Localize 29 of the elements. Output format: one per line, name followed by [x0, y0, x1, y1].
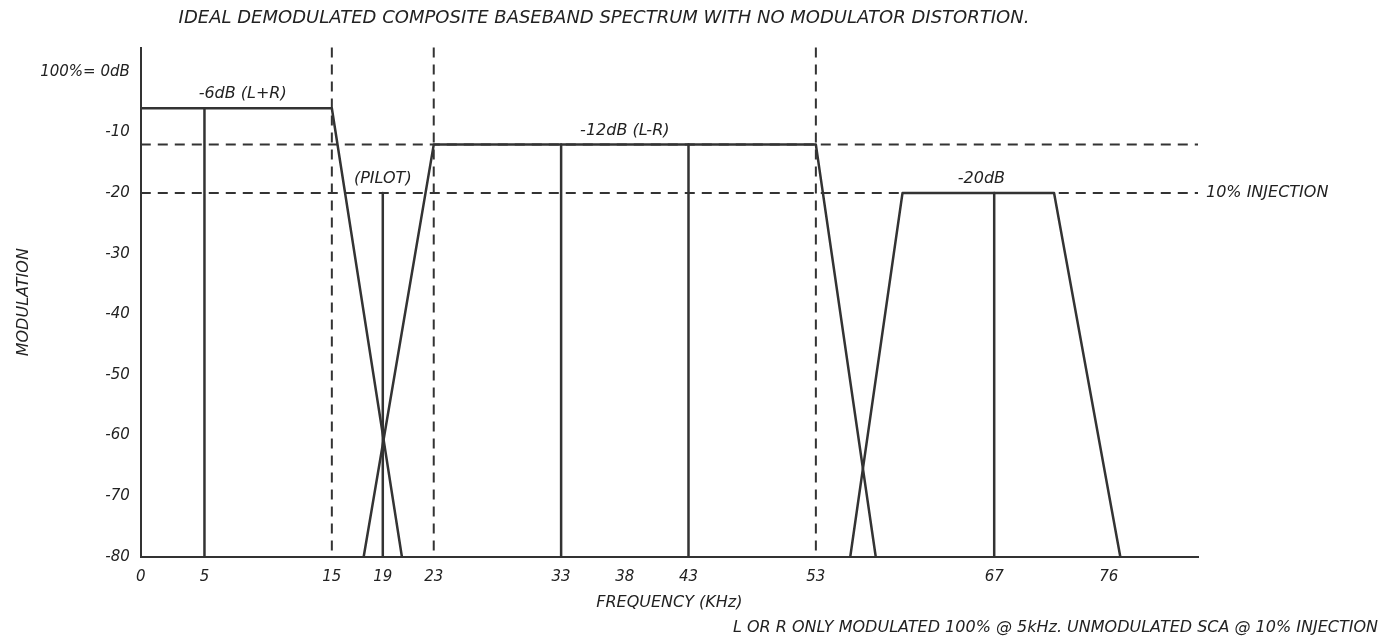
x-tick-label: 67 — [984, 566, 1005, 585]
text: L OR R ONLY MODULATED 100% @ 5kHz. UNMODULATED SCA @ 10% INJECTION — [732, 617, 1379, 637]
y-tick-label: -80 — [105, 546, 130, 565]
annotation: -20dB — [957, 168, 1006, 188]
x-tick-label: 23 — [424, 566, 444, 585]
y-tick-label: -50 — [105, 364, 130, 383]
x-tick-label: 0 — [136, 566, 146, 585]
x-tick-label: 43 — [678, 566, 699, 585]
x-tick-label: 19 — [373, 566, 393, 585]
x-tick-label: 38 — [615, 566, 635, 585]
chart-title: IDEAL DEMODULATED COMPOSITE BASEBAND SPECTRUM WITH NO MODULATOR DISTORTION. — [178, 6, 1030, 28]
ref-line-label: 10% INJECTION — [1206, 182, 1329, 202]
y-tick-label: -60 — [105, 425, 130, 444]
annotation: -12dB (L-R) — [580, 119, 670, 139]
y-axis-title: MODULATION — [12, 248, 32, 357]
y-tick-label: -40 — [105, 304, 130, 323]
y-tick-label: -30 — [105, 243, 130, 262]
x-axis-title: FREQUENCY (KHz) — [596, 591, 743, 611]
x-tick-label: 33 — [551, 566, 571, 585]
y-tick-label: -20 — [105, 182, 130, 201]
x-tick-label: 5 — [199, 566, 210, 585]
y-tick-label: -10 — [105, 122, 130, 141]
annotation: -6dB (L+R) — [198, 83, 287, 103]
x-tick-label: 15 — [322, 566, 342, 585]
x-tick-label: 53 — [806, 566, 826, 585]
x-tick-label: 76 — [1099, 566, 1119, 585]
y-tick-label: -70 — [105, 486, 130, 505]
annotation: (PILOT) — [353, 168, 412, 188]
y-tick-label: 100%= 0dB — [40, 61, 130, 80]
